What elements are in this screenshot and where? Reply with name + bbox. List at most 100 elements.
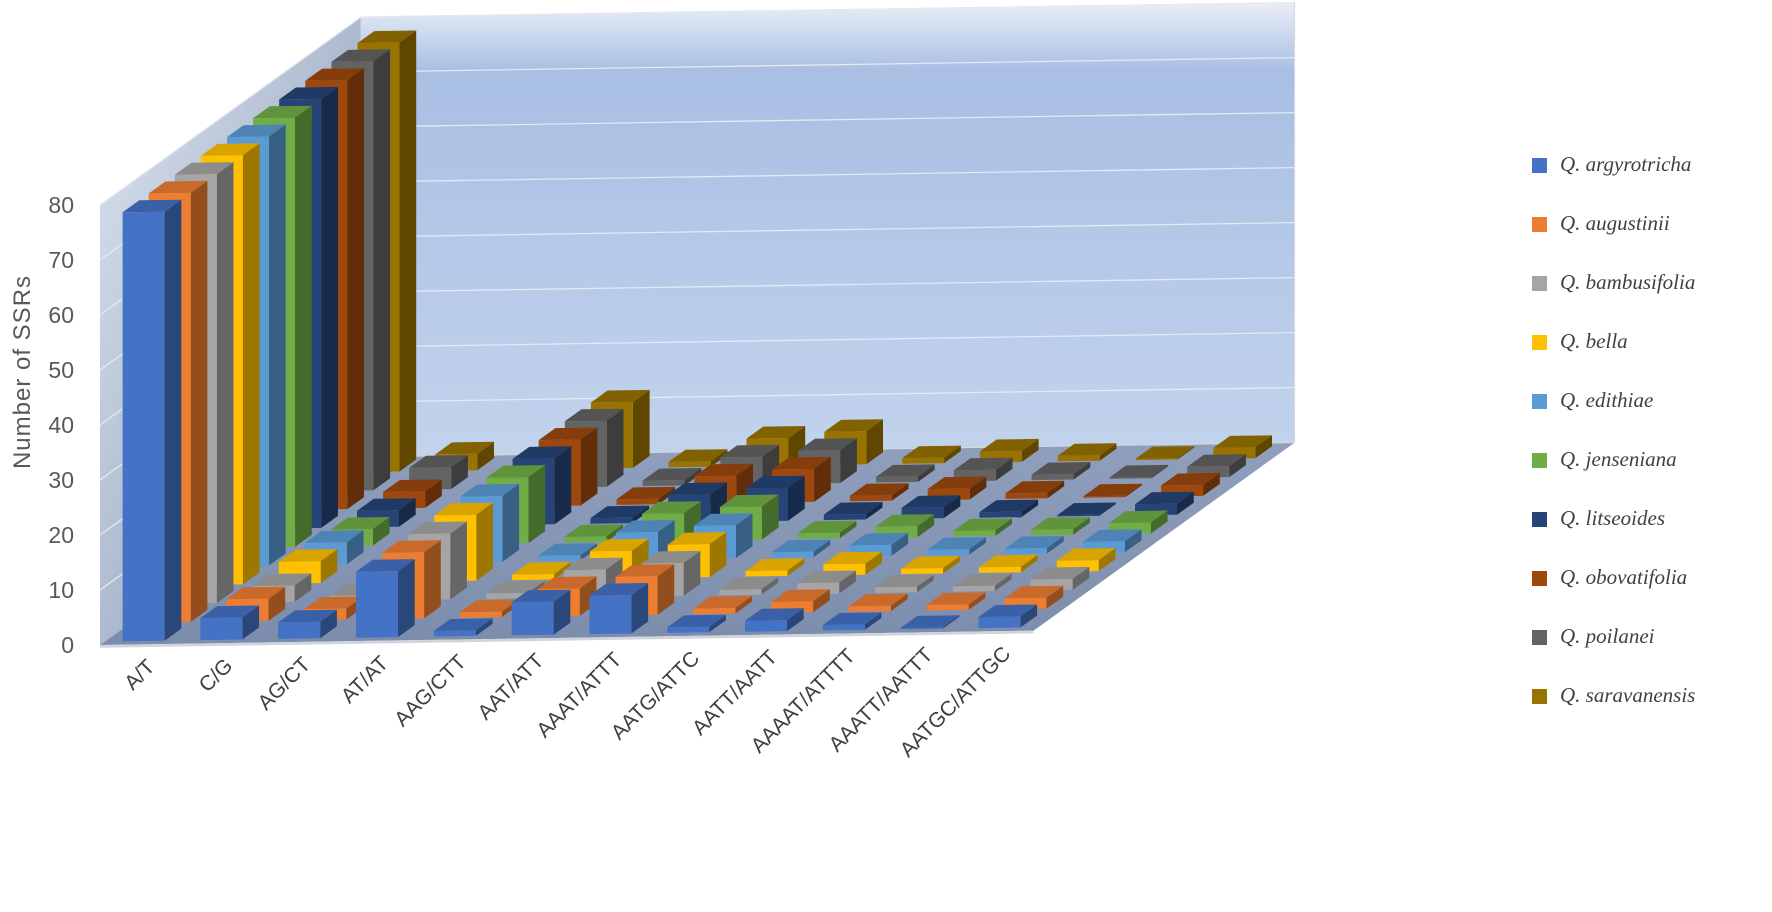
legend-label: Q. poilanei (1560, 624, 1655, 648)
legend-swatch (1532, 335, 1547, 350)
bar (719, 577, 779, 596)
bars (122, 30, 1272, 642)
bar (952, 573, 1012, 592)
bar (1083, 483, 1142, 498)
bar (589, 583, 649, 635)
bar (771, 539, 831, 558)
bar (822, 612, 882, 631)
legend-label: Q. argyrotricha (1560, 152, 1692, 176)
legend-label: Q. saravanensis (1560, 683, 1696, 707)
legend-swatch (1532, 630, 1547, 645)
y-tick-label: 70 (48, 247, 74, 273)
y-tick-label: 10 (48, 577, 74, 603)
bar (901, 556, 960, 575)
y-tick-label: 60 (48, 302, 74, 328)
bar (1031, 517, 1090, 536)
legend-label: Q. obovatifolia (1560, 565, 1688, 589)
bar (200, 605, 260, 641)
x-category-label: AT/AT (337, 652, 393, 708)
x-category-label: C/G (195, 654, 238, 697)
bar (564, 524, 623, 543)
bar (745, 558, 805, 577)
bar (1005, 480, 1065, 499)
bar (978, 604, 1038, 629)
bar (122, 199, 182, 642)
bar (1135, 446, 1195, 461)
bar (616, 486, 676, 505)
legend-swatch (1532, 571, 1547, 586)
legend-item: Q. argyrotricha (1532, 152, 1772, 211)
bar (1005, 536, 1064, 555)
bar (642, 468, 702, 487)
y-tick-label: 20 (48, 522, 74, 548)
bar (693, 596, 752, 615)
plot-floor-edge (100, 630, 1034, 648)
bar (978, 554, 1038, 573)
y-tick-label: 80 (48, 192, 74, 218)
legend-item: Q. bella (1532, 329, 1772, 388)
legend-item: Q. poilanei (1532, 624, 1772, 683)
bar (590, 505, 650, 524)
bar (278, 609, 337, 639)
gridline (99, 1, 1295, 206)
bar (875, 574, 934, 593)
x-category-label: AG/CT (253, 653, 315, 715)
legend-item: Q. augustinii (1532, 211, 1772, 270)
legend-swatch (1532, 512, 1547, 527)
bar (900, 615, 960, 630)
bar (356, 559, 415, 638)
bar (667, 614, 726, 633)
legend-swatch (1532, 689, 1547, 704)
legend-swatch (1532, 394, 1547, 409)
bar (1135, 491, 1194, 516)
y-tick-label: 30 (48, 467, 74, 493)
bar (797, 520, 857, 539)
bar (538, 543, 597, 562)
bar (1109, 464, 1169, 479)
bar (823, 502, 883, 521)
legend-item: Q. bambusifolia (1532, 270, 1772, 329)
legend-label: Q. bambusifolia (1560, 270, 1696, 294)
bar (1057, 502, 1116, 517)
legend-swatch (1532, 453, 1547, 468)
legend-label: Q. jenseniana (1560, 447, 1677, 471)
legend-label: Q. edithiae (1560, 388, 1654, 412)
y-axis-title: Number of SSRs (9, 275, 36, 469)
legend-swatch (1532, 276, 1547, 291)
bar (1057, 443, 1117, 462)
bar (849, 483, 909, 502)
y-axis-ticks: 0 10 20 30 40 50 60 70 80 (48, 192, 74, 658)
x-category-label: AAG/CTT (390, 650, 471, 731)
y-tick-label: 0 (61, 632, 74, 658)
bar (433, 618, 493, 637)
bar (745, 608, 804, 632)
bar (511, 589, 571, 636)
bar (668, 449, 728, 468)
bar (902, 445, 961, 464)
y-tick-label: 50 (48, 357, 74, 383)
legend-item: Q. edithiae (1532, 388, 1772, 447)
legend-item: Q. litseoides (1532, 506, 1772, 565)
legend-item: Q. saravanensis (1532, 683, 1772, 742)
bar (848, 593, 908, 612)
bar (979, 499, 1039, 518)
legend-label: Q. litseoides (1560, 506, 1665, 530)
legend: Q. argyrotricha Q. augustinii Q. bambusifo… (1532, 152, 1772, 742)
bar (953, 518, 1012, 537)
bar (459, 599, 519, 618)
x-category-label: A/T (120, 655, 159, 694)
bar (926, 592, 986, 611)
y-tick-label: 40 (48, 412, 74, 438)
legend-label: Q. augustinii (1560, 211, 1670, 235)
bar (512, 562, 571, 581)
x-category-label: AAT/ATT (473, 649, 548, 724)
bar (876, 464, 935, 483)
legend-item: Q. jenseniana (1532, 447, 1772, 506)
bar (927, 537, 986, 556)
legend-label: Q. bella (1560, 329, 1628, 353)
bar (1031, 462, 1091, 481)
legend-swatch (1532, 217, 1547, 232)
